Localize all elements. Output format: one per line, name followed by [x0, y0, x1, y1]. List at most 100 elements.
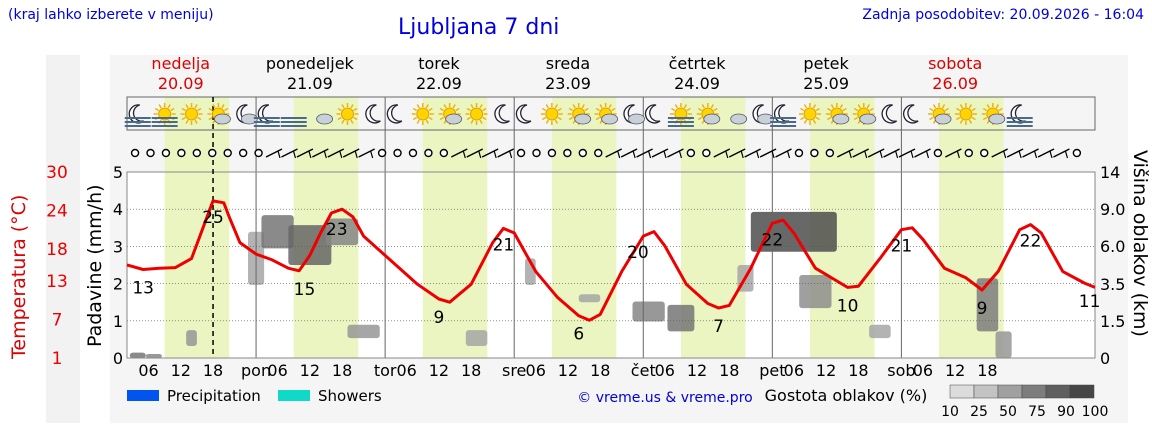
sun-ray	[452, 104, 456, 109]
moon-shape	[1010, 104, 1027, 124]
cloud-patch	[799, 274, 832, 309]
temperature-tick: 30	[46, 163, 68, 183]
day-date: 21.09	[287, 74, 333, 93]
cloud-density-swatch	[1021, 384, 1047, 399]
wind-calm-icon	[408, 148, 418, 158]
cloud-patch	[347, 324, 380, 339]
legend-label: Precipitation	[167, 387, 261, 405]
wind-barb-icon	[481, 148, 499, 158]
sun-icon	[465, 103, 488, 125]
last-update: Zadnja posodobitev: 20.09.2026 - 16:04	[862, 7, 1144, 23]
sun-ray	[194, 104, 198, 109]
sun-ray	[554, 104, 558, 109]
sun-icon	[540, 103, 563, 125]
wind-barb-icon	[620, 148, 638, 158]
wind-barb-icon	[744, 148, 761, 158]
cloud-shape	[859, 113, 877, 125]
wind-barb-icon	[632, 150, 636, 159]
moon-icon	[386, 104, 403, 124]
day-name: nedelja	[151, 54, 210, 73]
sun-ray	[439, 116, 444, 121]
sun-ray	[470, 119, 474, 124]
location-hint[interactable]: (kraj lahko izberete v meniju)	[8, 7, 214, 23]
moon-shape	[128, 104, 145, 124]
moon-shape	[494, 104, 510, 124]
sun-ray	[800, 107, 805, 112]
cloud-patch	[261, 215, 294, 249]
day-date: 25.09	[803, 74, 849, 93]
wind-calm-icon	[238, 148, 248, 158]
sun-ray	[584, 107, 589, 112]
sun-ray	[929, 116, 934, 121]
sun-cloud-icon	[696, 103, 721, 125]
cloud-patch	[145, 354, 162, 358]
wind-barb-icon	[327, 148, 345, 158]
precip-tick: 0	[113, 349, 123, 368]
moon-cloud-icon	[236, 104, 258, 125]
sun-ray	[167, 104, 171, 109]
hour-tick: 12	[945, 361, 965, 380]
temperature-label: 21	[493, 235, 515, 255]
sun-ray	[812, 104, 817, 109]
temperature-label: 21	[891, 237, 913, 257]
wind-barb-icon	[277, 150, 281, 159]
temperature-tick: 1	[52, 349, 63, 369]
sun-ray	[815, 107, 820, 112]
wind-barb-icon	[312, 148, 329, 158]
wind-barb-icon	[1049, 150, 1053, 159]
cloud-shape	[988, 113, 1006, 125]
sun-ray	[425, 119, 429, 124]
showers-legend-swatch	[278, 390, 310, 401]
hour-tick: 18	[977, 361, 997, 380]
day-abbr-tick: sob	[887, 361, 915, 380]
temperature-tick: 24	[46, 201, 68, 221]
temperature-label: 7	[713, 317, 724, 337]
credit-link: © vreme.us & vreme.pro	[577, 390, 752, 406]
wind-barb-icon	[265, 148, 283, 158]
sun-ray	[545, 104, 549, 109]
sun-ray	[341, 104, 345, 109]
sun-ray	[929, 107, 934, 112]
wind-barb-icon	[663, 150, 667, 159]
temperature-label: 25	[202, 208, 224, 228]
sun-ray	[541, 116, 547, 121]
wind-barb-icon	[1064, 150, 1069, 159]
cloud-density-tick: 10	[941, 404, 959, 420]
day-abbr-tick: sre	[502, 361, 526, 380]
wind-barb-icon	[466, 148, 484, 158]
wind-barb-icon	[678, 150, 683, 159]
moon-icon	[494, 104, 510, 124]
sun-ray	[803, 104, 808, 109]
wind-calm-icon	[516, 148, 526, 158]
temperature-label: 20	[627, 243, 649, 263]
sun-ray	[839, 104, 844, 109]
sun-cloud-icon	[567, 103, 592, 125]
wind-calm-icon	[377, 148, 387, 158]
cloud-height-tick: 14	[1100, 163, 1120, 182]
wind-calm-icon	[578, 148, 588, 158]
hour-tick: 06	[655, 361, 675, 380]
sun-ray	[986, 104, 990, 109]
hour-tick: 18	[719, 361, 739, 380]
cloud-height-tick: 3.5	[1100, 275, 1125, 294]
sun-disc	[185, 107, 199, 121]
sun-ray	[826, 107, 832, 112]
sun-ray	[470, 104, 474, 109]
moon-icon	[515, 104, 532, 124]
sun-ray	[686, 107, 691, 112]
sun-disc	[470, 107, 484, 121]
sun-ray	[674, 104, 679, 109]
wind-barb-icon	[883, 148, 900, 158]
sun-icon	[954, 103, 977, 125]
wind-barb-icon	[636, 148, 653, 158]
sun-ray	[826, 116, 832, 121]
precip-tick: 1	[113, 312, 123, 331]
sun-ray	[541, 107, 547, 112]
moon-icon	[365, 104, 381, 124]
sun-ray	[479, 104, 483, 109]
hour-tick: 18	[590, 361, 610, 380]
wind-calm-icon	[146, 148, 155, 158]
moon-shape	[644, 104, 661, 124]
moon-icon	[903, 104, 919, 124]
wind-barb-icon	[1022, 148, 1039, 158]
